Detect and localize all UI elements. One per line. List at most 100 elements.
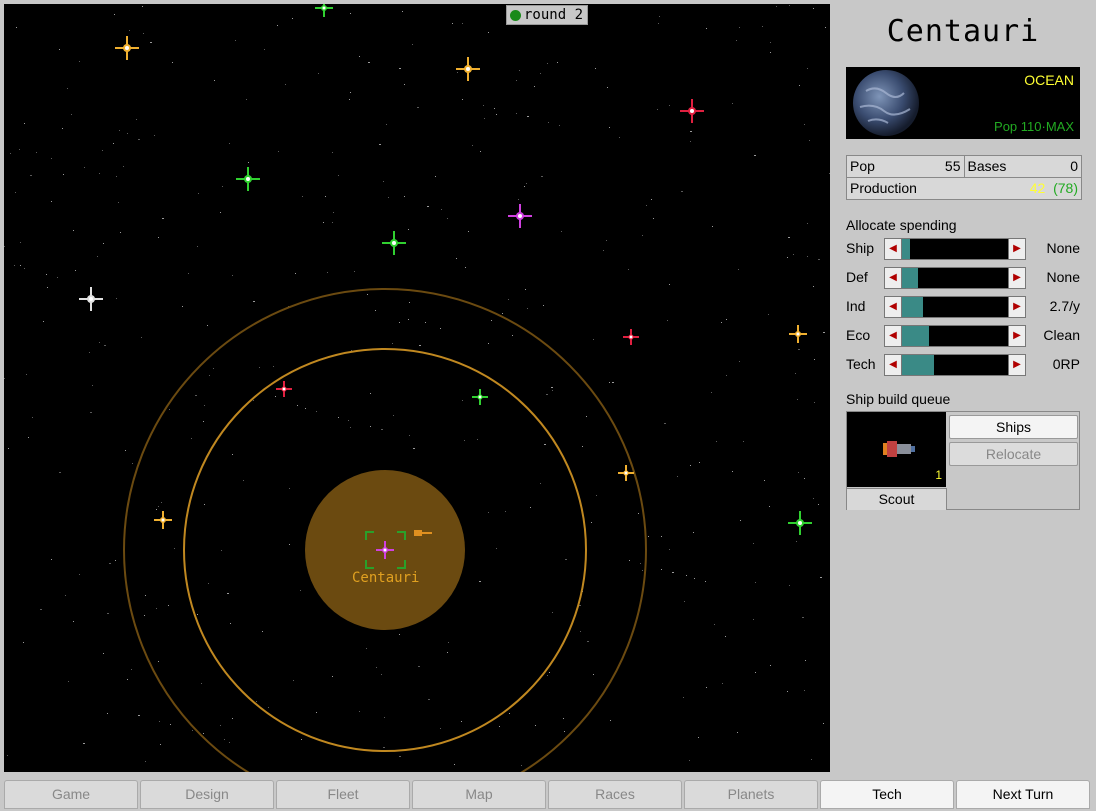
allocation-row-eco: Eco ◀ ▶ Clean bbox=[846, 324, 1080, 347]
pop-cell: Pop 55 bbox=[847, 156, 964, 177]
star-icon[interactable] bbox=[789, 325, 807, 343]
slider-fill bbox=[902, 268, 918, 288]
allocation-label-eco: Eco bbox=[846, 327, 871, 343]
ship-name: Scout bbox=[847, 488, 947, 510]
slider-track[interactable] bbox=[901, 355, 1009, 375]
allocation-slider-eco[interactable]: ◀ ▶ bbox=[884, 325, 1026, 347]
allocate-spending-title: Allocate spending bbox=[846, 217, 957, 233]
allocation-slider-ind[interactable]: ◀ ▶ bbox=[884, 296, 1026, 318]
ship-build-queue: 1 Scout Ships Relocate bbox=[846, 411, 1080, 510]
planet-type: OCEAN bbox=[1024, 72, 1074, 88]
allocation-slider-def[interactable]: ◀ ▶ bbox=[884, 267, 1026, 289]
allocation-value-tech: 0RP bbox=[1052, 356, 1080, 372]
tab-fleet[interactable]: Fleet bbox=[276, 780, 410, 809]
ship-count: 1 bbox=[935, 468, 942, 482]
ships-button[interactable]: Ships bbox=[949, 415, 1078, 439]
star-icon[interactable] bbox=[618, 465, 634, 481]
home-star-icon[interactable] bbox=[376, 541, 394, 559]
round-label: round 2 bbox=[524, 7, 584, 23]
planet-stats-table: Pop 55 Bases 0 Production 42 (78) bbox=[846, 155, 1082, 200]
increase-arrow-icon[interactable]: ▶ bbox=[1009, 355, 1025, 375]
inner-range-ring bbox=[183, 348, 587, 752]
allocation-value-eco: Clean bbox=[1043, 327, 1080, 343]
allocation-label-tech: Tech bbox=[846, 356, 876, 372]
galaxy-map[interactable]: round 2 Centauri bbox=[4, 4, 830, 772]
star-icon[interactable] bbox=[236, 167, 260, 191]
star-icon[interactable] bbox=[472, 389, 488, 405]
slider-track[interactable] bbox=[901, 326, 1009, 346]
galaxy-canvas[interactable] bbox=[4, 4, 830, 772]
status-dot-icon bbox=[510, 9, 521, 21]
tab-map[interactable]: Map bbox=[412, 780, 546, 809]
production-value: 42 bbox=[1029, 180, 1046, 196]
tab-planets[interactable]: Planets bbox=[684, 780, 818, 809]
star-icon[interactable] bbox=[680, 99, 704, 123]
planet-max-pop: Pop 110·MAX bbox=[994, 119, 1074, 134]
allocation-label-def: Def bbox=[846, 269, 868, 285]
production-total: (78) bbox=[1053, 180, 1078, 196]
tab-design[interactable]: Design bbox=[140, 780, 274, 809]
allocation-value-def: None bbox=[1046, 269, 1080, 285]
star-icon[interactable] bbox=[508, 204, 532, 228]
bases-cell: Bases 0 bbox=[963, 156, 1082, 177]
decrease-arrow-icon[interactable]: ◀ bbox=[885, 297, 901, 317]
star-icon[interactable] bbox=[623, 329, 639, 345]
production-cell: Production 42 (78) bbox=[847, 178, 1081, 199]
allocation-value-ind: 2.7/y bbox=[1049, 298, 1080, 314]
increase-arrow-icon[interactable]: ▶ bbox=[1009, 326, 1025, 346]
slider-fill bbox=[902, 326, 929, 346]
tab-races[interactable]: Races bbox=[548, 780, 682, 809]
decrease-arrow-icon[interactable]: ◀ bbox=[885, 239, 901, 259]
star-icon[interactable] bbox=[788, 511, 812, 535]
allocation-label-ind: Ind bbox=[846, 298, 866, 314]
planet-globe-icon bbox=[853, 70, 919, 136]
allocation-row-def: Def ◀ ▶ None bbox=[846, 266, 1080, 289]
slider-fill bbox=[902, 297, 924, 317]
star-icon[interactable] bbox=[315, 4, 333, 17]
star-icon[interactable] bbox=[456, 57, 480, 81]
bases-label: Bases bbox=[967, 158, 1007, 174]
star-icon[interactable] bbox=[276, 381, 292, 397]
planet-panel: Centauri OCEAN Pop 110·MAX Pop 55 Bases 0 … bbox=[834, 0, 1096, 775]
star-icon[interactable] bbox=[154, 511, 172, 529]
tab-next-turn[interactable]: Next Turn bbox=[956, 780, 1090, 809]
star-icon[interactable] bbox=[382, 231, 406, 255]
increase-arrow-icon[interactable]: ▶ bbox=[1009, 297, 1025, 317]
ship-thumbnail[interactable]: 1 bbox=[847, 412, 946, 487]
tab-tech[interactable]: Tech bbox=[820, 780, 954, 809]
pop-value: 55 bbox=[944, 158, 961, 174]
star-icon[interactable] bbox=[115, 36, 139, 60]
production-label: Production bbox=[850, 180, 917, 196]
allocation-value-ship: None bbox=[1046, 240, 1080, 256]
pop-label: Pop bbox=[850, 158, 875, 174]
home-star-label: Centauri bbox=[352, 570, 420, 586]
allocation-slider-tech[interactable]: ◀ ▶ bbox=[884, 354, 1026, 376]
selection-bracket bbox=[365, 531, 406, 569]
allocation-row-ship: Ship ◀ ▶ None bbox=[846, 237, 1080, 260]
allocation-slider-ship[interactable]: ◀ ▶ bbox=[884, 238, 1026, 260]
planet-view: OCEAN Pop 110·MAX bbox=[846, 67, 1080, 139]
star-icon[interactable] bbox=[79, 287, 103, 311]
slider-track[interactable] bbox=[901, 268, 1009, 288]
decrease-arrow-icon[interactable]: ◀ bbox=[885, 268, 901, 288]
scout-ship-icon bbox=[883, 441, 915, 457]
ship-build-queue-title: Ship build queue bbox=[846, 391, 951, 407]
increase-arrow-icon[interactable]: ▶ bbox=[1009, 239, 1025, 259]
bottom-tab-bar: Game Design Fleet Map Races Planets Tech Next T… bbox=[0, 779, 1096, 811]
fleet-icon[interactable] bbox=[414, 530, 432, 536]
slider-fill bbox=[902, 355, 934, 375]
relocate-button[interactable]: Relocate bbox=[949, 442, 1078, 466]
tab-game[interactable]: Game bbox=[4, 780, 138, 809]
slider-track[interactable] bbox=[901, 297, 1009, 317]
round-indicator: round 2 bbox=[506, 5, 589, 25]
allocation-row-ind: Ind ◀ ▶ 2.7/y bbox=[846, 295, 1080, 318]
outer-range-ring bbox=[123, 288, 647, 772]
allocation-label-ship: Ship bbox=[846, 240, 875, 256]
slider-track[interactable] bbox=[901, 239, 1009, 259]
planet-name: Centauri bbox=[886, 14, 1040, 49]
allocation-row-tech: Tech ◀ ▶ 0RP bbox=[846, 353, 1080, 376]
decrease-arrow-icon[interactable]: ◀ bbox=[885, 355, 901, 375]
decrease-arrow-icon[interactable]: ◀ bbox=[885, 326, 901, 346]
bases-value: 0 bbox=[1070, 158, 1078, 174]
increase-arrow-icon[interactable]: ▶ bbox=[1009, 268, 1025, 288]
